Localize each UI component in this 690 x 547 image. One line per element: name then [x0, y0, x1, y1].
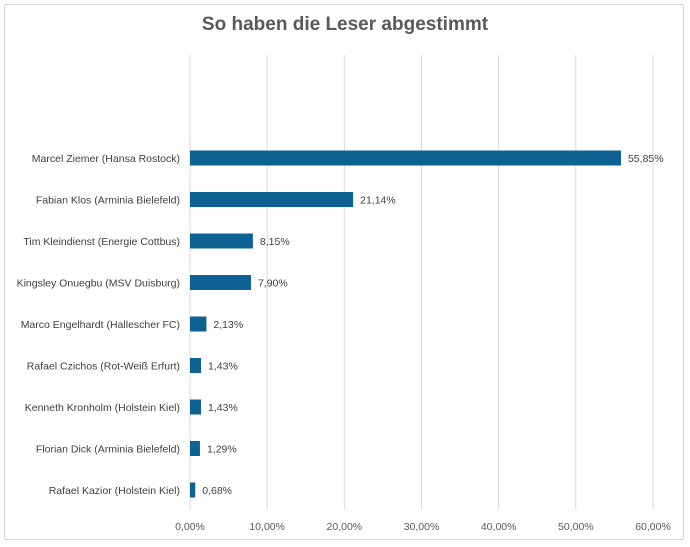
category-label: Marco Engelhardt (Hallescher FC) [21, 319, 180, 331]
x-tick-label: 60,00% [635, 521, 671, 533]
data-label: 8,15% [260, 236, 290, 248]
category-label: Tim Kleindienst (Energie Cottbus) [23, 236, 180, 248]
data-label: 2,13% [213, 319, 243, 331]
bar [190, 441, 200, 456]
bar [190, 233, 253, 249]
bar [190, 150, 621, 166]
data-label: 7,90% [258, 278, 288, 290]
category-label: Kenneth Kronholm (Holstein Kiel) [25, 402, 180, 414]
x-tick-label: 20,00% [327, 521, 363, 533]
data-label: 21,14% [360, 195, 396, 207]
data-label: 1,29% [207, 444, 237, 456]
x-tick-label: 40,00% [481, 521, 517, 533]
bar [190, 358, 202, 373]
category-label: Kingsley Onuegbu (MSV Duisburg) [17, 278, 180, 290]
bar [190, 192, 354, 207]
x-tick-label: 30,00% [404, 521, 440, 533]
bar [190, 275, 251, 290]
chart-title: So haben die Leser abgestimmt [201, 14, 489, 35]
category-label: Marcel Ziemer (Hansa Rostock) [32, 153, 180, 165]
category-label: Fabian Klos (Arminia Bielefeld) [36, 195, 180, 207]
x-tick-label: 0,00% [175, 521, 205, 533]
data-label: 55,85% [628, 153, 664, 165]
bar [190, 482, 196, 498]
data-label: 0,68% [202, 485, 232, 497]
data-label: 1,43% [208, 402, 238, 414]
x-tick-label: 10,00% [249, 521, 285, 533]
x-tick-label: 50,00% [558, 521, 594, 533]
category-label: Rafael Kazior (Holstein Kiel) [49, 485, 180, 497]
bar [190, 316, 207, 332]
bar [190, 399, 202, 415]
data-label: 1,43% [208, 361, 238, 373]
category-label: Florian Dick (Arminia Bielefeld) [36, 444, 180, 456]
category-label: Rafael Czichos (Rot-Weiß Erfurt) [27, 361, 180, 373]
